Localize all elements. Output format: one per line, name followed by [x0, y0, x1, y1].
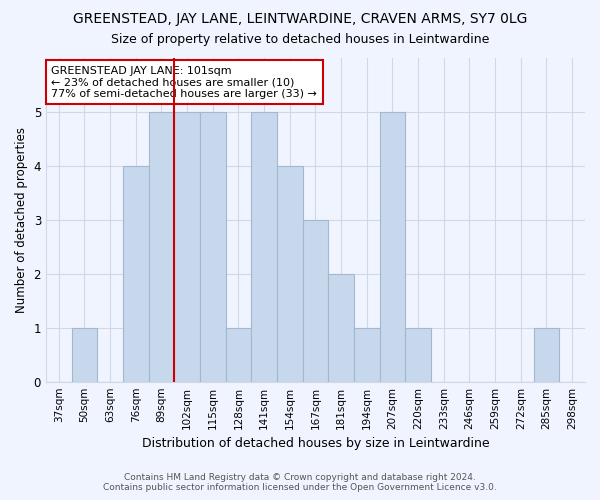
Text: GREENSTEAD JAY LANE: 101sqm
← 23% of detached houses are smaller (10)
77% of sem: GREENSTEAD JAY LANE: 101sqm ← 23% of det… — [52, 66, 317, 99]
Y-axis label: Number of detached properties: Number of detached properties — [15, 126, 28, 312]
Bar — [251, 112, 277, 382]
Bar — [200, 112, 226, 382]
Text: Contains HM Land Registry data © Crown copyright and database right 2024.
Contai: Contains HM Land Registry data © Crown c… — [103, 473, 497, 492]
Bar — [533, 328, 559, 382]
Bar — [354, 328, 380, 382]
Bar — [149, 112, 174, 382]
Bar — [123, 166, 149, 382]
Text: GREENSTEAD, JAY LANE, LEINTWARDINE, CRAVEN ARMS, SY7 0LG: GREENSTEAD, JAY LANE, LEINTWARDINE, CRAV… — [73, 12, 527, 26]
Bar — [406, 328, 431, 382]
Bar — [302, 220, 328, 382]
Bar — [174, 112, 200, 382]
Bar — [71, 328, 97, 382]
X-axis label: Distribution of detached houses by size in Leintwardine: Distribution of detached houses by size … — [142, 437, 489, 450]
Bar — [380, 112, 406, 382]
Bar — [328, 274, 354, 382]
Bar — [277, 166, 302, 382]
Bar — [226, 328, 251, 382]
Text: Size of property relative to detached houses in Leintwardine: Size of property relative to detached ho… — [111, 32, 489, 46]
